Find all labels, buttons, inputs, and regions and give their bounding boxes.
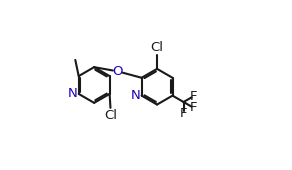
Text: F: F [190, 90, 197, 103]
Text: F: F [190, 101, 197, 114]
Text: N: N [131, 89, 140, 102]
Text: Cl: Cl [151, 41, 164, 54]
Text: Cl: Cl [104, 109, 117, 122]
Text: N: N [67, 87, 77, 100]
Text: O: O [113, 65, 123, 78]
Text: F: F [180, 107, 187, 120]
